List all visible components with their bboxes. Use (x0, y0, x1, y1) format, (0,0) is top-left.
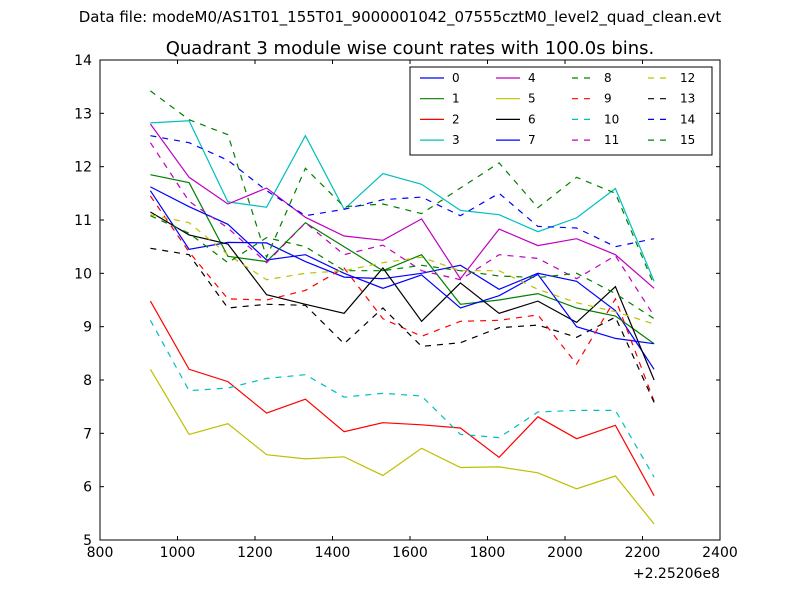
x-tick-label: 2200 (625, 545, 661, 561)
legend-label-8: 8 (604, 71, 612, 85)
y-tick-label: 5 (83, 533, 92, 549)
x-tick-label: 800 (87, 545, 114, 561)
series-line-13 (150, 247, 655, 403)
y-tick-label: 6 (83, 480, 92, 496)
series-line-3 (150, 120, 655, 282)
legend-label-4: 4 (528, 71, 536, 85)
x-tick-label: 1400 (315, 545, 351, 561)
series-line-1 (150, 174, 655, 345)
legend-label-12: 12 (680, 71, 695, 85)
series-line-12 (150, 214, 655, 325)
x-tick-label: 2000 (547, 545, 583, 561)
y-tick-label: 14 (74, 53, 92, 69)
legend-label-13: 13 (680, 92, 695, 106)
series-line-8 (150, 90, 655, 286)
legend-label-1: 1 (452, 92, 460, 106)
y-tick-label: 8 (83, 373, 92, 389)
legend-label-15: 15 (680, 133, 695, 147)
series-line-11 (149, 142, 655, 317)
x-tick-label: 1200 (237, 545, 273, 561)
legend-label-6: 6 (528, 112, 536, 126)
x-tick-label: 2400 (702, 545, 738, 561)
legend-label-0: 0 (452, 71, 460, 85)
legend-label-10: 10 (604, 112, 619, 126)
series-line-7 (150, 186, 655, 345)
legend-label-9: 9 (604, 92, 612, 106)
series-line-15 (150, 215, 655, 320)
legend-label-7: 7 (528, 133, 536, 147)
series-line-0 (149, 190, 655, 370)
x-axis-offset-label: +2.25206e8 (633, 566, 720, 582)
y-tick-label: 9 (83, 320, 92, 336)
x-tick-label: 1800 (470, 545, 506, 561)
series-line-5 (149, 368, 655, 525)
series-line-9 (149, 195, 655, 402)
plot-area (149, 90, 655, 525)
axis-ticks: 800 1000 1200 1400 1600 1800 2000 2200 2400 5 6 7 8 9… (74, 53, 738, 561)
legend-label-3: 3 (452, 133, 460, 147)
x-tick-label: 1600 (392, 545, 428, 561)
series-line-2 (149, 300, 655, 496)
figure-suptitle: Data file: modeM0/AS1T01_155T01_90000010… (78, 8, 722, 26)
y-tick-label: 10 (74, 266, 92, 282)
y-tick-label: 11 (74, 213, 92, 229)
series-line-4 (149, 123, 655, 289)
series-line-10 (149, 320, 655, 478)
legend-label-5: 5 (528, 92, 536, 106)
legend-label-2: 2 (452, 112, 460, 126)
y-tick-label: 7 (83, 426, 92, 442)
legend-label-11: 11 (604, 133, 619, 147)
y-tick-label: 13 (74, 106, 92, 122)
chart-title: Quadrant 3 module wise count rates with … (166, 38, 655, 59)
x-tick-label: 1000 (160, 545, 196, 561)
y-tick-label: 12 (74, 160, 92, 176)
legend-label-14: 14 (680, 112, 695, 126)
